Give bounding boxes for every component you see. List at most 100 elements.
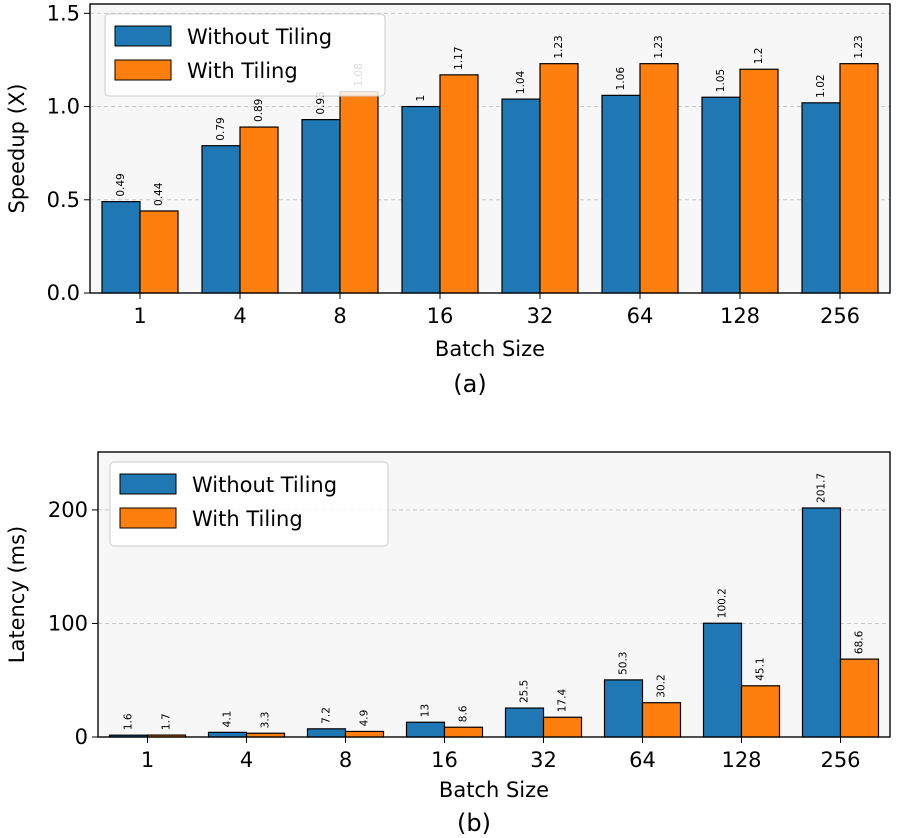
bar-without-tiling — [207, 731, 248, 738]
data-label: 0.93 — [315, 91, 327, 114]
data-label: 1.2 — [753, 48, 765, 65]
bar-with-tiling — [740, 685, 781, 738]
legend-box — [104, 13, 386, 97]
data-label: 0.49 — [115, 173, 127, 196]
bar-without-tiling — [702, 622, 743, 738]
x-axis-label: Batch Size — [435, 337, 545, 361]
legend-box — [109, 461, 389, 547]
data-label: 1.04 — [515, 70, 527, 94]
data-label: 1 — [415, 95, 427, 102]
bar-with-tiling — [542, 716, 583, 738]
plot-border — [97, 451, 891, 738]
x-tick-label: 4 — [233, 304, 246, 328]
chart-panel-a: 0.00.51.01.50.490.4410.790.8940.931.0881… — [5, 1, 891, 398]
bar-without-tiling — [501, 98, 541, 294]
data-label: 100.2 — [717, 588, 729, 618]
y-tick-label: 200 — [48, 498, 88, 522]
x-tick-label: 64 — [629, 748, 656, 772]
data-label: 1.6 — [123, 713, 135, 730]
bar-with-tiling — [839, 658, 880, 738]
y-axis-label: Latency (ms) — [5, 526, 29, 663]
y-tick-label: 0.5 — [47, 188, 80, 212]
bar-without-tiling — [801, 507, 842, 738]
x-tick-label: 64 — [627, 304, 654, 328]
data-label: 1.23 — [653, 35, 665, 58]
bar-without-tiling — [603, 679, 644, 738]
y-tick-label: 0 — [75, 725, 88, 749]
data-label: 45.1 — [755, 657, 767, 680]
y-axis-label: Speedup (X) — [5, 84, 29, 214]
data-label: 50.3 — [618, 651, 630, 674]
x-tick-label: 4 — [240, 748, 253, 772]
data-label: 1.23 — [553, 35, 565, 58]
x-tick-label: 8 — [339, 748, 352, 772]
data-label: 1.05 — [715, 69, 727, 92]
y-tick-label: 1.0 — [47, 95, 80, 119]
data-label: 1.06 — [615, 67, 627, 91]
data-label: 3.3 — [260, 712, 272, 729]
data-label: 30.2 — [656, 674, 668, 697]
bar-without-tiling — [101, 201, 141, 294]
bar-with-tiling — [539, 63, 579, 294]
data-label: 1.02 — [815, 74, 827, 97]
data-label: 17.4 — [557, 689, 569, 713]
data-label: 25.5 — [519, 680, 531, 703]
legend-label-without-tiling: Without Tiling — [187, 25, 332, 49]
x-tick-label: 1 — [133, 304, 146, 328]
bar-with-tiling — [639, 63, 679, 294]
x-tick-label: 16 — [431, 748, 458, 772]
bar-with-tiling — [139, 210, 179, 294]
legend-swatch-with-tiling — [119, 507, 177, 529]
y-tick-label: 1.5 — [47, 1, 80, 25]
y-tick-label: 0.0 — [47, 281, 80, 305]
legend-swatch-with-tiling — [114, 59, 172, 81]
x-tick-label: 16 — [427, 304, 454, 328]
data-label: 4.9 — [359, 710, 371, 727]
panel-caption: (a) — [453, 370, 486, 398]
data-label: 0.89 — [253, 99, 265, 122]
data-label: 0.79 — [215, 117, 227, 140]
data-label: 8.6 — [458, 705, 470, 722]
x-tick-label: 8 — [333, 304, 346, 328]
bar-without-tiling — [306, 728, 347, 738]
legend-label-with-tiling: With Tiling — [192, 507, 303, 531]
data-label: 0.44 — [153, 182, 165, 206]
bar-with-tiling — [339, 91, 379, 294]
y-tick-label: 100 — [48, 611, 88, 635]
x-tick-label: 32 — [527, 304, 554, 328]
x-tick-label: 256 — [820, 304, 860, 328]
bar-without-tiling — [405, 721, 446, 738]
bar-without-tiling — [301, 118, 341, 294]
legend-label-with-tiling: With Tiling — [187, 59, 298, 83]
data-label: 7.2 — [321, 707, 333, 724]
data-label: 68.6 — [854, 630, 866, 654]
x-tick-label: 128 — [721, 748, 761, 772]
bar-with-tiling — [439, 74, 479, 294]
bar-without-tiling — [801, 102, 841, 294]
legend: Without Tiling With Tiling — [104, 13, 386, 97]
x-tick-label: 128 — [720, 304, 760, 328]
data-label: 1.17 — [453, 46, 465, 69]
bar-without-tiling — [601, 94, 641, 294]
bar-with-tiling — [443, 726, 484, 738]
x-tick-label: 1 — [141, 748, 154, 772]
plot-border — [89, 3, 891, 294]
bar-without-tiling — [201, 145, 241, 294]
bar-without-tiling — [401, 105, 441, 294]
bar-with-tiling — [739, 68, 779, 294]
bar-with-tiling — [641, 702, 682, 738]
data-label: 1.7 — [161, 713, 173, 730]
data-label: 201.7 — [816, 473, 828, 503]
legend-swatch-without-tiling — [119, 473, 177, 495]
panel-caption: (b) — [457, 809, 491, 837]
legend: Without Tiling With Tiling — [109, 461, 389, 547]
data-label: 1.23 — [853, 35, 865, 58]
legend-swatch-without-tiling — [114, 25, 172, 47]
bar-without-tiling — [701, 96, 741, 294]
chart-panel-b: 0 100 200 1.6 1.7 1 4.1 3.3 4 7.2 4.9 8 13 8.6 16 25.5 1… — [5, 451, 891, 837]
bar-with-tiling — [839, 63, 879, 294]
data-label: 4.1 — [222, 711, 234, 728]
bar-without-tiling — [504, 707, 545, 738]
bar-with-tiling — [239, 126, 279, 294]
